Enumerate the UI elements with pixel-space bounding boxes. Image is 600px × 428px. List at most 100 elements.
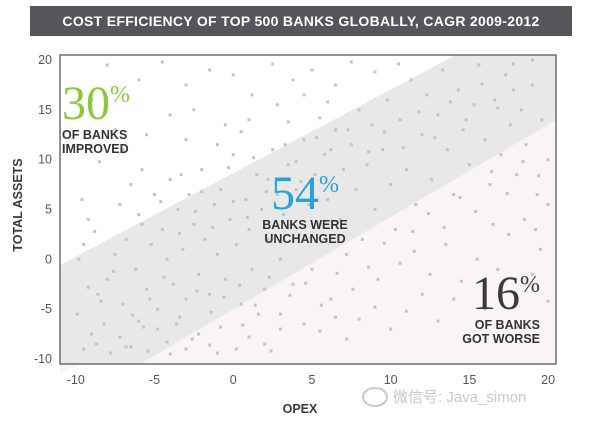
data-point <box>121 302 125 306</box>
data-point <box>80 198 84 202</box>
y-tick-label: 20 <box>38 53 52 67</box>
data-point <box>420 292 424 296</box>
data-point <box>275 193 279 197</box>
data-point <box>373 208 377 211</box>
data-point <box>288 293 292 297</box>
x-tick-label: 5 <box>308 373 315 387</box>
data-point <box>326 198 330 202</box>
data-point <box>404 309 408 313</box>
data-point <box>444 242 448 246</box>
wechat-icon <box>362 386 388 407</box>
data-point <box>291 78 295 82</box>
data-point <box>523 217 527 221</box>
data-point <box>130 313 134 317</box>
data-point <box>193 209 197 213</box>
data-point <box>389 183 393 187</box>
data-point <box>184 83 188 87</box>
data-point <box>286 120 290 124</box>
data-point <box>152 193 156 197</box>
data-point <box>192 222 196 226</box>
data-point <box>515 173 519 177</box>
data-point <box>168 113 172 117</box>
data-point <box>464 118 468 122</box>
data-point <box>260 208 264 211</box>
data-point <box>504 73 508 77</box>
data-point <box>354 188 358 192</box>
data-point <box>357 108 361 112</box>
data-point <box>442 225 446 229</box>
annotation-improved-line2: IMPROVED <box>62 142 129 156</box>
data-point <box>253 303 257 307</box>
data-point <box>159 200 163 204</box>
data-point <box>334 315 338 319</box>
data-point <box>318 329 322 333</box>
annotation-worse-value: 16% <box>472 267 540 320</box>
data-point <box>263 342 267 346</box>
data-point <box>345 337 349 341</box>
data-point <box>530 272 534 276</box>
data-point <box>211 225 215 229</box>
data-point <box>86 285 90 289</box>
data-point <box>367 150 371 154</box>
data-point <box>297 232 301 236</box>
data-point <box>511 88 515 92</box>
data-point <box>197 272 201 276</box>
data-point <box>146 349 150 353</box>
data-point <box>310 68 314 72</box>
data-point <box>137 212 141 216</box>
data-point <box>266 178 270 182</box>
data-point <box>467 339 471 343</box>
data-point <box>118 203 122 207</box>
data-point <box>335 271 339 275</box>
data-point <box>96 292 100 296</box>
data-point <box>449 100 453 104</box>
data-point <box>208 68 212 72</box>
x-tick-label: 0 <box>230 373 237 387</box>
data-point <box>99 299 103 303</box>
data-point <box>519 108 523 112</box>
data-point <box>398 261 402 265</box>
data-point <box>222 295 226 299</box>
data-point <box>480 82 484 86</box>
watermark: 微信号: Java_simon <box>362 386 526 407</box>
data-point <box>534 227 538 231</box>
data-point <box>219 188 223 192</box>
data-point <box>190 337 194 341</box>
data-point <box>426 211 430 215</box>
data-point <box>165 340 169 344</box>
data-point <box>223 123 227 127</box>
data-point <box>294 160 298 164</box>
data-point <box>398 118 402 122</box>
data-point <box>212 203 216 207</box>
data-point <box>508 123 512 127</box>
data-point <box>149 242 153 246</box>
x-axis-label: OPEX <box>283 402 318 416</box>
data-point <box>215 351 219 355</box>
data-point <box>129 183 133 187</box>
data-point <box>234 347 238 351</box>
data-point <box>286 163 290 167</box>
data-point <box>373 305 377 309</box>
y-tick-label: 5 <box>45 203 52 217</box>
data-point <box>341 168 345 172</box>
data-point <box>546 158 550 162</box>
data-point <box>160 227 164 231</box>
data-point <box>208 292 212 296</box>
data-point <box>247 118 251 122</box>
chart-title: COST EFFICIENCY OF TOP 500 BANKS GLOBALL… <box>30 6 572 36</box>
data-point <box>241 323 245 327</box>
annotation-worse: 16% OF BANKS GOT WORSE <box>430 267 540 347</box>
data-point <box>310 267 314 271</box>
data-point <box>75 312 79 316</box>
data-point <box>82 242 86 246</box>
data-point <box>458 196 462 200</box>
data-point <box>176 208 180 211</box>
data-point <box>231 73 235 77</box>
data-point <box>409 78 413 82</box>
data-point <box>412 249 416 253</box>
data-point <box>263 287 267 291</box>
data-point <box>187 193 191 197</box>
data-point <box>404 168 408 172</box>
x-tick-label: 15 <box>462 373 476 387</box>
data-point <box>360 237 364 241</box>
